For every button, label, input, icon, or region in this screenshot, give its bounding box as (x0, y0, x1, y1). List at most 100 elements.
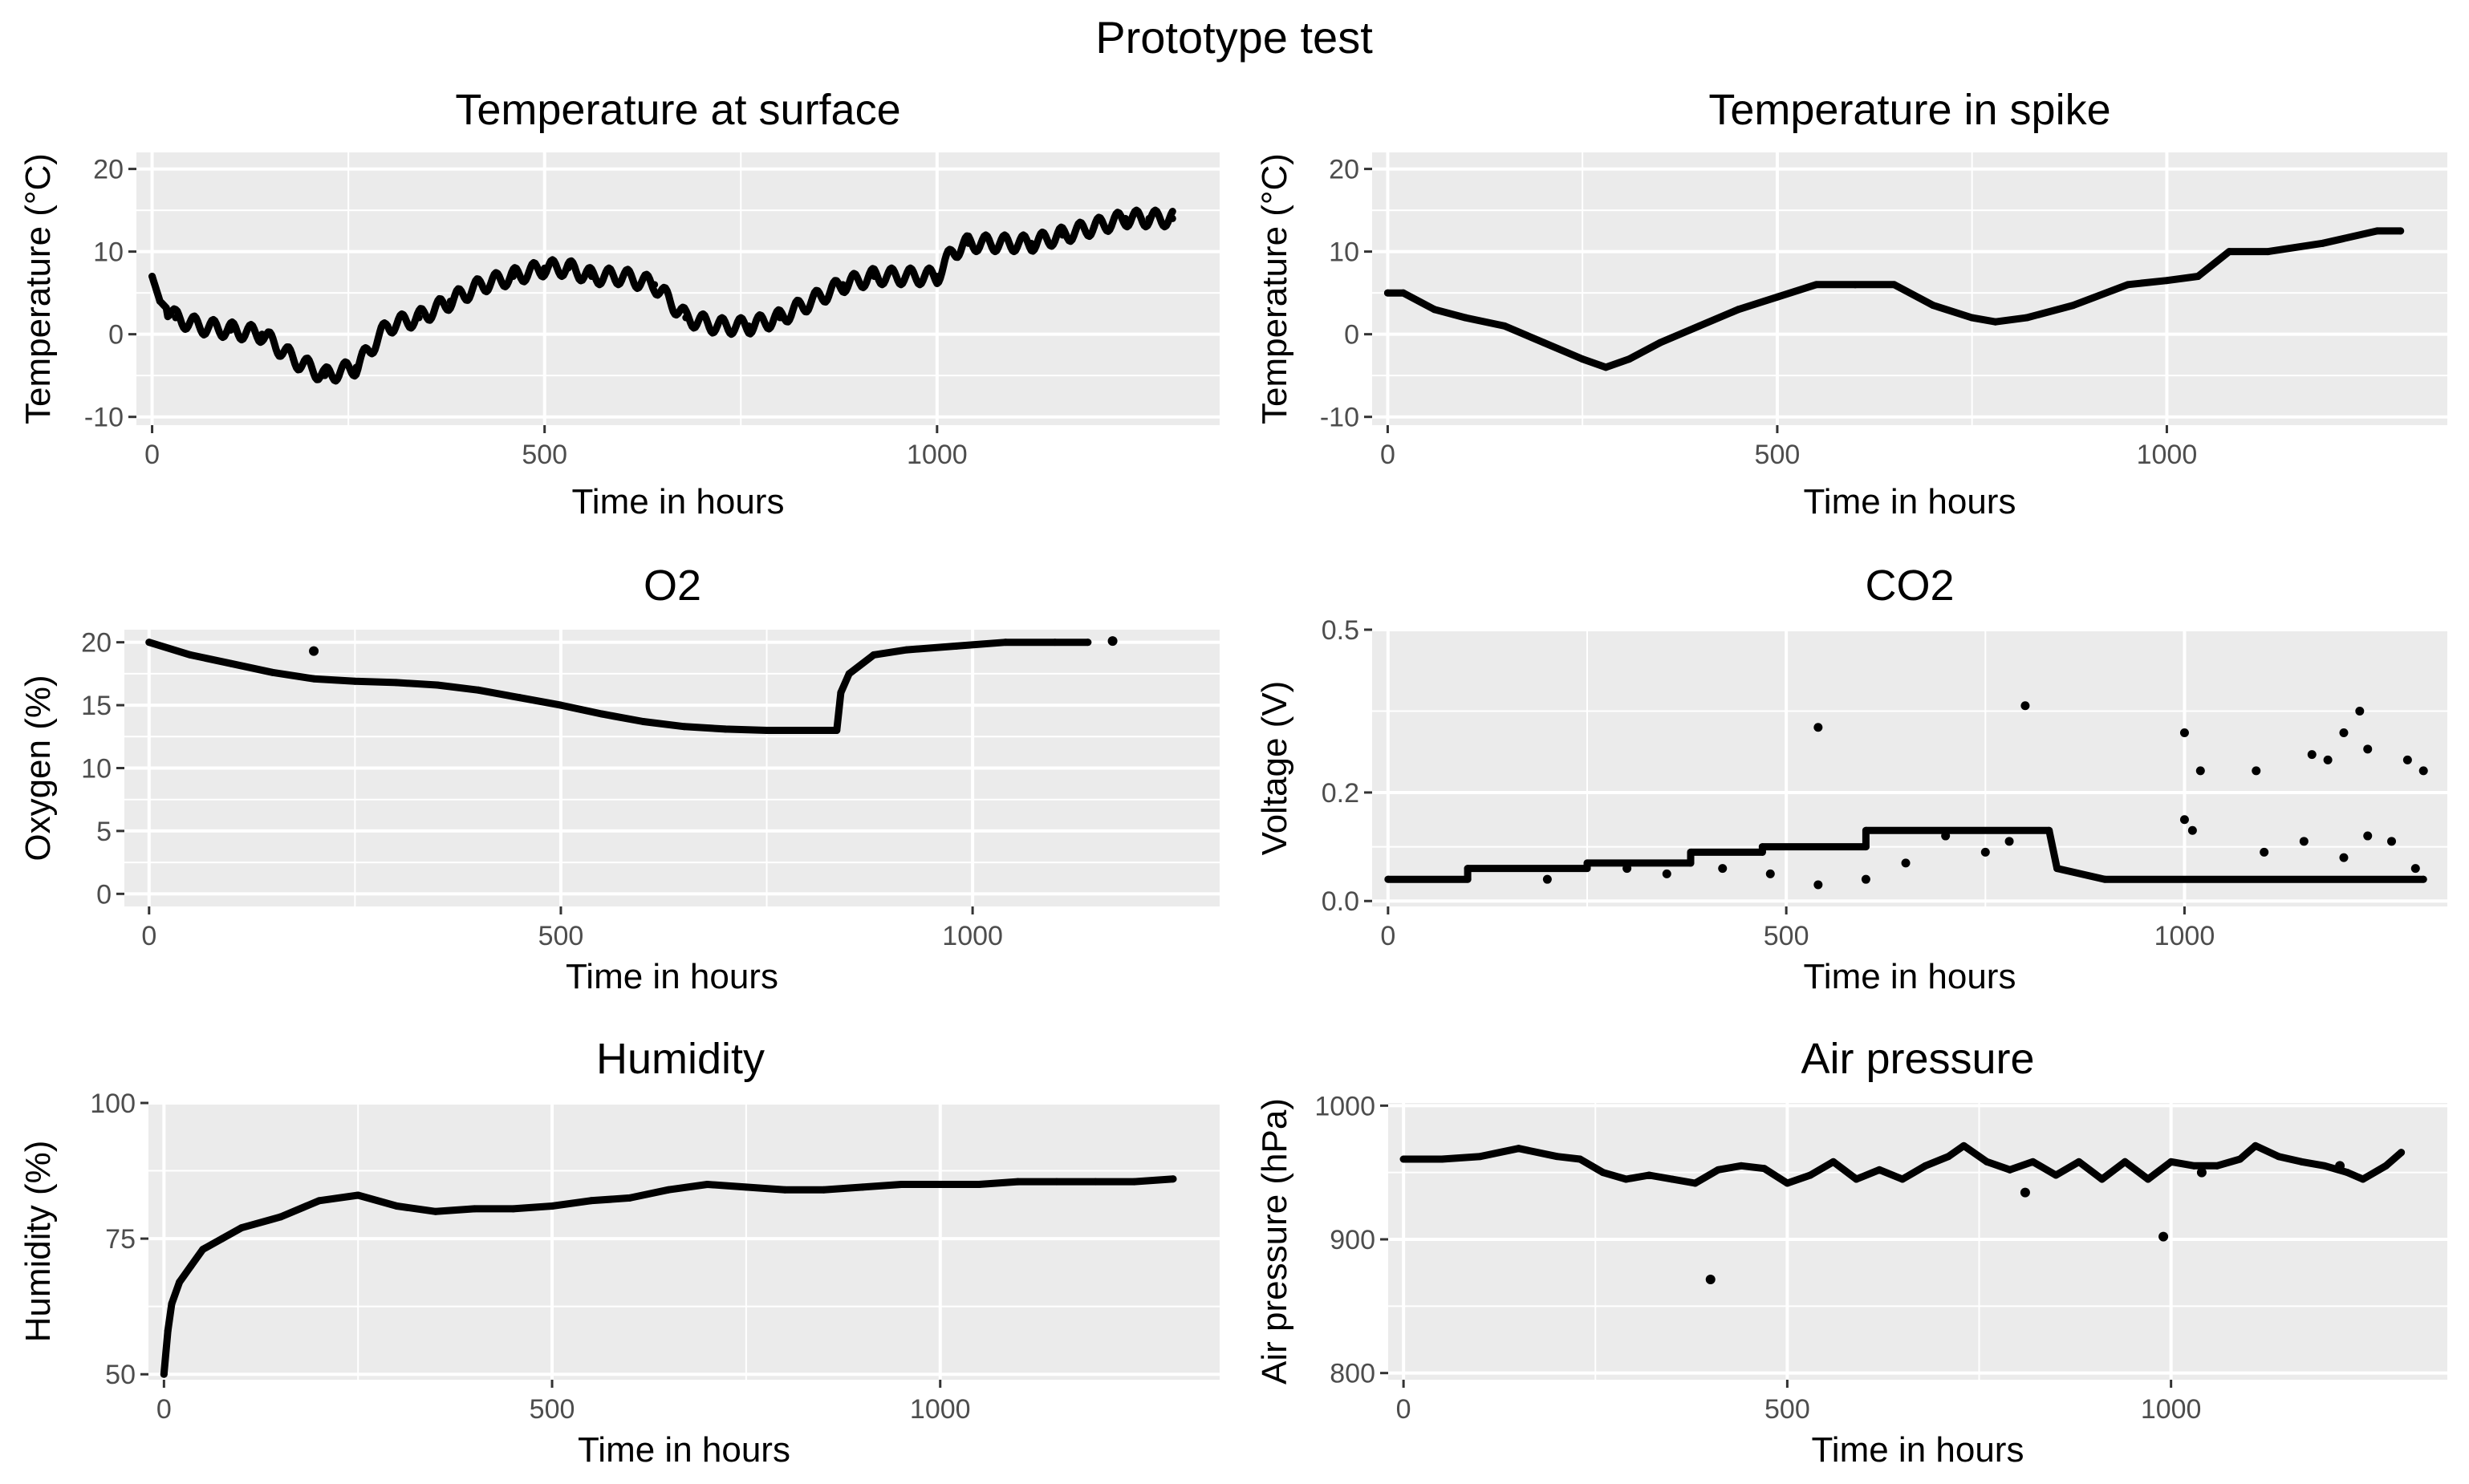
y-axis-label: Air pressure (hPa) (1255, 1098, 1294, 1385)
data-point (996, 239, 1004, 247)
data-point (1399, 289, 1407, 297)
data-point (2194, 273, 2202, 281)
data-point (470, 1205, 478, 1213)
data-point (1852, 1175, 1860, 1183)
scatter-point (2187, 825, 2197, 835)
x-axis-label: Time in hours (1812, 1430, 2024, 1470)
data-point (2144, 1175, 2152, 1183)
scatter-point (1901, 858, 1911, 868)
data-point (2419, 875, 2427, 883)
data-point (781, 1186, 789, 1194)
data-point (2167, 1158, 2175, 1166)
scatter-point (1542, 874, 1552, 884)
data-point (1576, 1155, 1584, 1163)
x-tick-label: 0 (1380, 440, 1395, 470)
x-tick-label: 1000 (2137, 440, 2198, 470)
data-point (845, 670, 853, 678)
chart-title: Temperature in spike (1708, 86, 2110, 134)
data-point (1714, 1166, 1722, 1174)
data-point (2344, 1169, 2352, 1177)
y-tick-label: 900 (1330, 1225, 1375, 1255)
data-point (1462, 314, 1470, 322)
data-point (1929, 302, 1937, 310)
data-point (1168, 214, 1176, 222)
data-point (1500, 322, 1509, 330)
y-tick-label: 15 (81, 691, 112, 721)
data-point (2124, 281, 2132, 289)
data-point (164, 1327, 172, 1335)
data-point (933, 273, 941, 281)
data-point (1734, 306, 1742, 314)
data-point (1431, 306, 1439, 314)
y-tick-label: 0.2 (1322, 778, 1359, 809)
data-point (804, 726, 812, 734)
data-point (1645, 1171, 1653, 1179)
data-point (1922, 1162, 1930, 1170)
data-point (776, 314, 784, 322)
y-tick-label: 20 (81, 628, 112, 659)
data-point (1687, 859, 1695, 867)
chart-title: Temperature at surface (455, 86, 900, 134)
y-tick-label: 20 (1329, 155, 1359, 185)
x-tick-label: 1000 (907, 440, 968, 470)
data-point (859, 1183, 867, 1191)
x-tick-label: 0 (141, 921, 156, 951)
data-point (713, 322, 721, 330)
data-point (640, 717, 648, 725)
data-point (1806, 1171, 1814, 1179)
data-point (1668, 1175, 1676, 1183)
chart-title: Air pressure (1801, 1035, 2034, 1083)
data-point (148, 273, 156, 281)
data-point (415, 314, 423, 322)
scatter-point (1813, 723, 1823, 732)
data-point (1013, 1178, 1021, 1186)
y-axis-label: Temperature (°C) (1255, 153, 1294, 424)
scatter-point (1813, 880, 1823, 890)
chart-title: O2 (644, 562, 701, 610)
outlier-point (1107, 636, 1118, 647)
x-tick-label: 500 (1764, 921, 1809, 951)
data-point (664, 1186, 672, 1194)
x-tick-label: 1000 (2141, 1394, 2202, 1425)
data-point (2053, 865, 2061, 873)
data-point (2098, 1175, 2106, 1183)
data-point (2213, 1162, 2221, 1170)
data-point (2225, 248, 2233, 256)
y-tick-label: 0.0 (1322, 886, 1359, 917)
plot-background (1372, 630, 2447, 906)
x-tick-label: 500 (1755, 440, 1801, 470)
data-point (820, 1186, 828, 1194)
y-tick-label: 0 (1344, 320, 1359, 351)
scatter-point (2179, 728, 2189, 738)
data-point (392, 679, 400, 687)
x-axis-label: Time in hours (1804, 482, 2016, 521)
data-point (2297, 1158, 2305, 1166)
data-point (651, 281, 659, 289)
data-point (276, 1213, 284, 1221)
data-point (433, 681, 441, 689)
data-point (176, 1278, 184, 1286)
data-point (721, 725, 729, 733)
outlier-point (1705, 1275, 1716, 1284)
data-point (564, 264, 572, 272)
data-point (1090, 223, 1098, 231)
data-point (1027, 239, 1035, 247)
y-axis-label: Humidity (%) (18, 1141, 58, 1343)
y-tick-label: 800 (1330, 1359, 1375, 1389)
data-point (1602, 363, 1610, 371)
series-line-humidity (160, 1175, 1177, 1378)
data-point (432, 1207, 440, 1215)
data-point (1992, 318, 2000, 326)
data-point (807, 297, 815, 305)
data-point (168, 1300, 176, 1308)
scatter-point (2387, 837, 2397, 846)
data-point (172, 314, 180, 322)
data-point (1862, 843, 1870, 851)
data-point (2319, 239, 2327, 247)
data-point (195, 322, 203, 330)
y-tick-label: 0 (96, 879, 112, 910)
data-point (557, 701, 565, 709)
data-point (626, 1194, 634, 1202)
